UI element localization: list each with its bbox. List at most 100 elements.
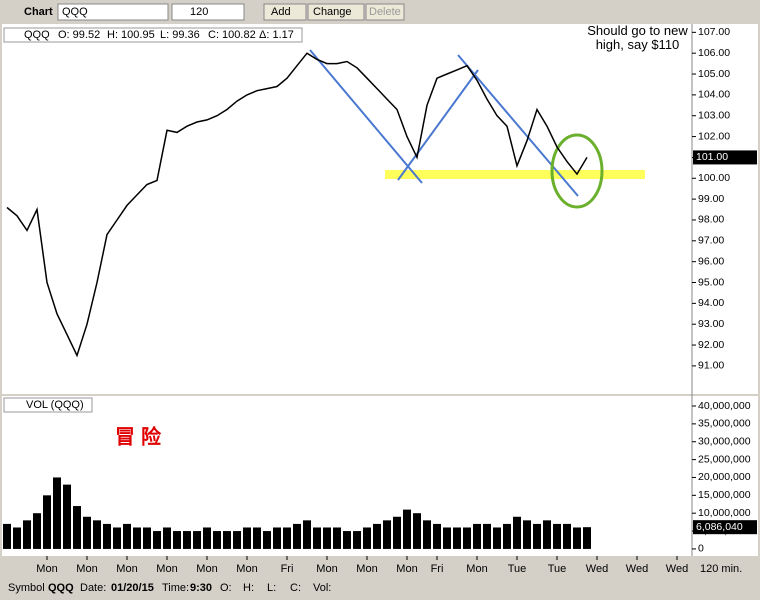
volume-bar <box>503 523 511 549</box>
y-tick-label: 105.00 <box>698 68 730 80</box>
y-tick-label: 106.00 <box>698 47 730 59</box>
volume-bar <box>33 513 41 549</box>
interval-input[interactable]: 120 <box>190 6 208 18</box>
y-tick-label: 103.00 <box>698 110 730 122</box>
volume-bar <box>53 477 61 549</box>
x-tick-label: Mon <box>76 563 97 575</box>
y-tick-label: 102.00 <box>698 130 730 142</box>
y-tick-label: 40,000,000 <box>698 400 751 412</box>
y-tick-label: 93.00 <box>698 318 724 330</box>
y-tick-label: 104.00 <box>698 89 730 101</box>
volume-bar <box>83 516 91 549</box>
volume-bar <box>123 523 131 549</box>
symbol-input[interactable]: QQQ <box>62 6 88 18</box>
volume-bar <box>233 531 241 549</box>
volume-bar <box>263 531 271 549</box>
window-title: Chart <box>24 6 53 18</box>
add-button[interactable] <box>263 3 307 21</box>
volume-bar <box>393 516 401 549</box>
price-panel <box>2 24 758 394</box>
support-band <box>385 170 645 179</box>
volume-bar <box>183 531 191 549</box>
volume-bar <box>293 523 301 549</box>
volume-bar <box>573 527 581 549</box>
volume-bar <box>583 527 591 549</box>
volume-bar <box>63 484 71 549</box>
delete-button[interactable] <box>365 3 405 21</box>
y-tick-label: 30,000,000 <box>698 436 751 448</box>
add-label[interactable]: Add <box>271 6 291 18</box>
volume-bar <box>533 523 541 549</box>
volume-bar <box>303 520 311 549</box>
x-tick-label: Wed <box>666 563 688 575</box>
last-value-box <box>693 150 757 165</box>
x-tick-label: Fri <box>431 563 444 575</box>
legend-symbol: QQQ <box>24 29 50 41</box>
volume-bar <box>483 523 491 549</box>
volume-bar <box>353 531 361 549</box>
volume-bar <box>193 531 201 549</box>
volume-bar <box>93 520 101 549</box>
volume-bar <box>423 520 431 549</box>
y-tick-label: 10,000,000 <box>698 507 751 519</box>
status-time-label: Time: <box>162 582 189 594</box>
symbol-box[interactable] <box>57 3 169 21</box>
volume-bar <box>473 523 481 549</box>
last-value-box <box>693 520 757 535</box>
highlight-circle <box>550 133 604 209</box>
legend-low: L: 99.36 <box>160 29 200 41</box>
x-tick-label: Tue <box>548 563 567 575</box>
volume-bar <box>383 520 391 549</box>
x-tick-label: Mon <box>196 563 217 575</box>
change-label[interactable]: Change <box>313 6 352 18</box>
volume-bar <box>153 531 161 549</box>
volume-bar <box>313 527 321 549</box>
volume-bar <box>173 531 181 549</box>
price-line <box>6 52 588 358</box>
status-symbol-label: Symbol <box>8 582 45 594</box>
x-tick-label: Tue <box>508 563 527 575</box>
volume-bar <box>563 523 571 549</box>
volume-bar <box>443 527 451 549</box>
volume-bar <box>433 523 441 549</box>
volume-bar <box>493 527 501 549</box>
y-tick-label: 0 <box>698 543 704 555</box>
y-tick-label: 96.00 <box>698 255 724 267</box>
status-c: C: <box>290 582 301 594</box>
x-tick-label: Wed <box>586 563 608 575</box>
status-date-label: Date: <box>80 582 106 594</box>
volume-bar <box>133 527 141 549</box>
y-tick-label: 100.00 <box>698 172 730 184</box>
volume-legend-box <box>3 397 93 413</box>
x-tick-label: Mon <box>36 563 57 575</box>
volume-bar <box>253 527 261 549</box>
volume-bar <box>323 527 331 549</box>
volume-bar <box>3 523 11 549</box>
volume-bar <box>463 527 471 549</box>
volume-bar <box>553 523 561 549</box>
volume-bar <box>543 520 551 549</box>
last-value-label: 101.00 <box>696 151 728 163</box>
x-tick-label: Mon <box>466 563 487 575</box>
last-value-label: 6,086,040 <box>696 521 743 533</box>
volume-bar <box>273 527 281 549</box>
y-tick-label: 25,000,000 <box>698 453 751 465</box>
change-button[interactable] <box>307 3 365 21</box>
delete-label[interactable]: Delete <box>369 6 401 18</box>
y-tick-label: 92.00 <box>698 339 724 351</box>
status-symbol: QQQ <box>48 582 74 594</box>
x-tick-label: Mon <box>116 563 137 575</box>
status-time: 9:30 <box>190 582 212 594</box>
y-tick-label: 99.00 <box>698 193 724 205</box>
volume-bar <box>453 527 461 549</box>
volume-bar <box>103 523 111 549</box>
volume-bar <box>513 516 521 549</box>
status-o: O: <box>220 582 232 594</box>
y-tick-label: 107.00 <box>698 26 730 38</box>
volume-bar <box>363 527 371 549</box>
legend-delta: Δ: 1.17 <box>259 29 294 41</box>
y-tick-label: 98.00 <box>698 214 724 226</box>
interval-box[interactable] <box>171 3 245 21</box>
